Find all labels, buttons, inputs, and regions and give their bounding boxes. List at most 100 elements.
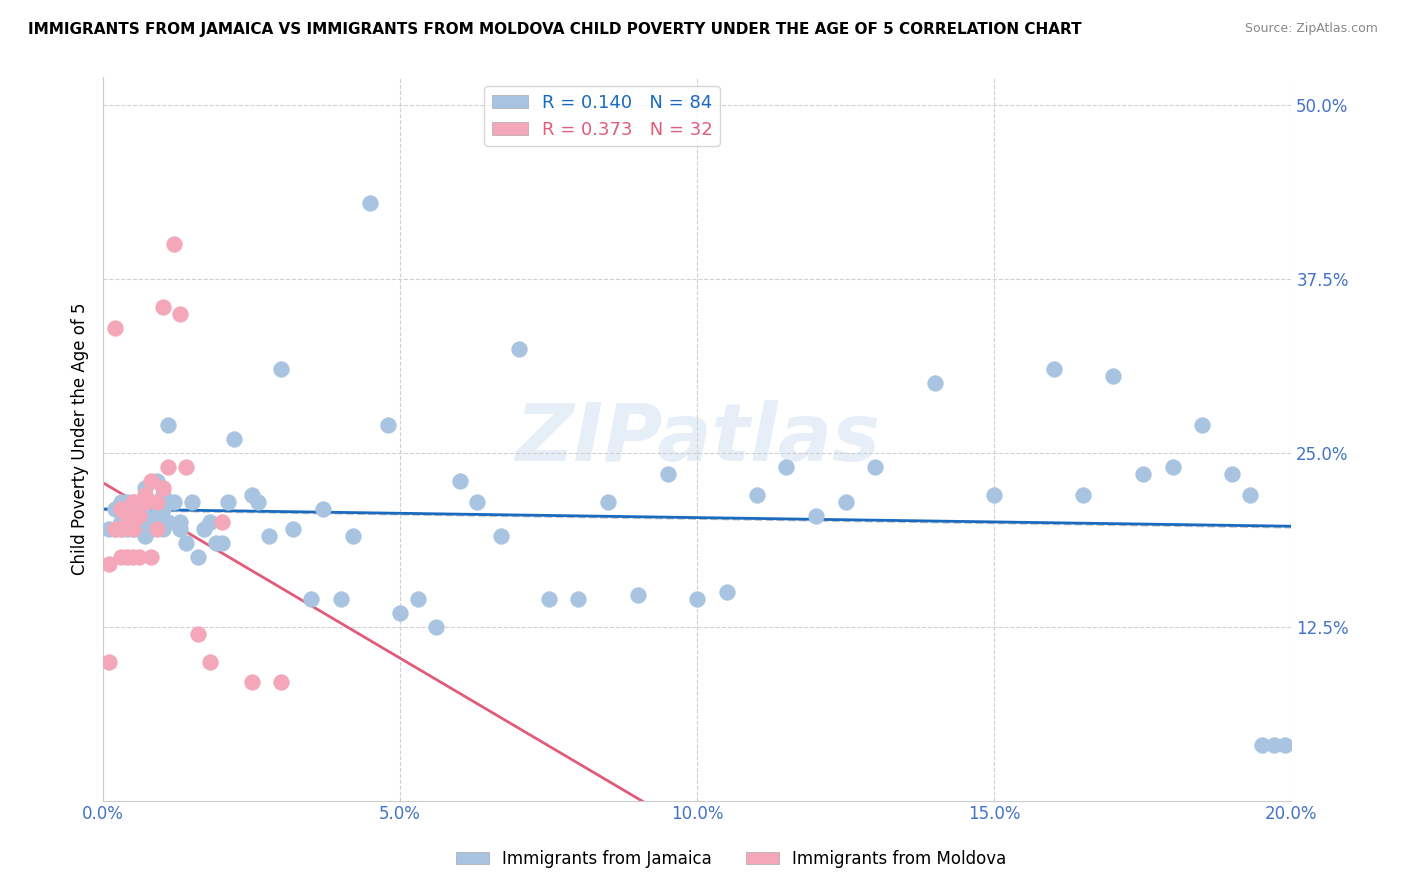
Point [152, 300, 174, 314]
Point [835, 494, 858, 508]
Point [217, 494, 239, 508]
Point [1250, 738, 1272, 752]
Point [98, 655, 121, 669]
Point [865, 459, 887, 474]
Point [187, 626, 209, 640]
Text: Source: ZipAtlas.com: Source: ZipAtlas.com [1244, 22, 1378, 36]
Legend: Immigrants from Jamaica, Immigrants from Moldova: Immigrants from Jamaica, Immigrants from… [449, 844, 1014, 875]
Point [377, 418, 399, 433]
Point [508, 342, 530, 356]
Point [1220, 467, 1243, 481]
Point [342, 529, 364, 543]
Point [198, 655, 221, 669]
Point [104, 523, 127, 537]
Point [121, 550, 143, 565]
Legend: R = 0.140   N = 84, R = 0.373   N = 32: R = 0.140 N = 84, R = 0.373 N = 32 [484, 87, 720, 146]
Point [104, 523, 127, 537]
Point [115, 494, 138, 508]
Point [176, 459, 198, 474]
Point [139, 494, 162, 508]
Point [110, 501, 132, 516]
Point [110, 494, 132, 508]
Point [115, 523, 138, 537]
Point [240, 675, 263, 690]
Point [657, 467, 679, 481]
Point [128, 516, 150, 530]
Point [1239, 488, 1261, 502]
Point [152, 523, 174, 537]
Point [121, 501, 143, 516]
Point [110, 550, 132, 565]
Point [775, 459, 797, 474]
Point [121, 494, 143, 508]
Point [134, 494, 156, 508]
Point [139, 474, 162, 488]
Point [110, 523, 132, 537]
Point [211, 536, 233, 550]
Point [1132, 467, 1154, 481]
Point [169, 307, 191, 321]
Point [104, 320, 127, 334]
Point [193, 523, 215, 537]
Point [1191, 418, 1213, 433]
Point [128, 523, 150, 537]
Point [134, 481, 156, 495]
Point [983, 488, 1005, 502]
Point [745, 488, 768, 502]
Point [924, 376, 946, 391]
Point [176, 536, 198, 550]
Point [115, 550, 138, 565]
Point [152, 481, 174, 495]
Point [121, 523, 143, 537]
Point [134, 529, 156, 543]
Point [104, 501, 127, 516]
Point [145, 508, 167, 523]
Point [205, 536, 228, 550]
Point [152, 501, 174, 516]
Point [359, 195, 381, 210]
Point [110, 516, 132, 530]
Point [169, 523, 191, 537]
Point [467, 494, 489, 508]
Point [283, 523, 305, 537]
Point [115, 508, 138, 523]
Point [157, 459, 180, 474]
Point [128, 494, 150, 508]
Point [627, 588, 650, 602]
Point [1263, 738, 1285, 752]
Point [1042, 362, 1064, 376]
Point [157, 418, 180, 433]
Point [121, 523, 143, 537]
Point [222, 432, 245, 446]
Point [115, 508, 138, 523]
Point [270, 675, 292, 690]
Point [128, 550, 150, 565]
Point [121, 494, 143, 508]
Point [145, 523, 167, 537]
Point [98, 558, 121, 572]
Point [686, 591, 709, 606]
Point [1161, 459, 1184, 474]
Point [169, 516, 191, 530]
Point [181, 494, 204, 508]
Point [449, 474, 471, 488]
Point [134, 488, 156, 502]
Point [537, 591, 560, 606]
Point [145, 494, 167, 508]
Point [240, 488, 263, 502]
Point [425, 620, 447, 634]
Point [134, 494, 156, 508]
Point [128, 508, 150, 523]
Point [489, 529, 512, 543]
Point [1274, 738, 1296, 752]
Point [187, 550, 209, 565]
Point [312, 501, 335, 516]
Point [139, 550, 162, 565]
Point [134, 508, 156, 523]
Point [134, 494, 156, 508]
Point [1073, 488, 1095, 502]
Point [211, 516, 233, 530]
Point [299, 591, 322, 606]
Point [163, 237, 186, 252]
Point [1102, 369, 1125, 384]
